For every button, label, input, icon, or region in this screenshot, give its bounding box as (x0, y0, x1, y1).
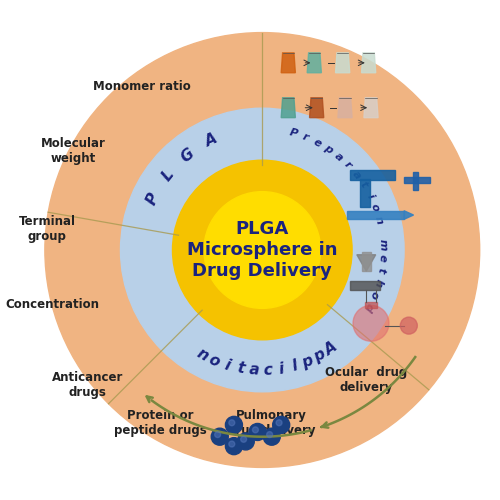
Circle shape (252, 427, 258, 433)
Text: p: p (322, 142, 334, 156)
Text: t: t (376, 267, 386, 274)
Text: Ocular  drug
delivery: Ocular drug delivery (325, 366, 407, 394)
Text: Terminal
group: Terminal group (18, 214, 76, 242)
Text: o: o (206, 352, 222, 370)
Text: L: L (159, 167, 176, 184)
Text: e: e (378, 254, 388, 262)
Polygon shape (364, 98, 378, 117)
Polygon shape (357, 254, 376, 272)
Polygon shape (338, 98, 352, 117)
Circle shape (172, 160, 352, 340)
Text: G: G (178, 146, 197, 165)
Circle shape (263, 428, 280, 445)
Text: A: A (322, 339, 340, 358)
Text: o: o (369, 202, 381, 213)
Polygon shape (404, 211, 413, 220)
Text: Anticancer
drugs: Anticancer drugs (52, 370, 123, 398)
Circle shape (249, 424, 266, 440)
Text: m: m (378, 239, 388, 251)
Circle shape (272, 416, 289, 434)
Bar (404, 177, 430, 183)
Text: r: r (301, 132, 310, 143)
Text: Monomer ratio: Monomer ratio (93, 80, 190, 94)
Circle shape (214, 432, 220, 438)
Circle shape (276, 420, 282, 426)
Circle shape (226, 438, 242, 454)
Bar (362, 252, 371, 272)
Circle shape (211, 428, 228, 445)
Text: a: a (332, 150, 344, 163)
Bar (366, 302, 376, 308)
Text: t: t (236, 360, 246, 376)
Bar (350, 170, 395, 180)
Text: p: p (312, 346, 328, 365)
Text: i: i (278, 361, 285, 377)
Circle shape (229, 441, 235, 447)
Text: Pulmonary
drug delivery: Pulmonary drug delivery (228, 408, 316, 436)
Bar (348, 211, 404, 220)
Circle shape (400, 317, 417, 334)
Text: t: t (358, 180, 370, 190)
Text: Protein or
peptide drugs: Protein or peptide drugs (114, 408, 207, 436)
Circle shape (237, 433, 254, 450)
Circle shape (353, 306, 389, 341)
Circle shape (120, 108, 404, 392)
Polygon shape (307, 53, 322, 73)
Text: p: p (300, 353, 316, 370)
Polygon shape (281, 98, 295, 117)
Text: Concentration: Concentration (5, 298, 99, 311)
Circle shape (240, 436, 246, 442)
Circle shape (204, 192, 320, 308)
Text: n: n (194, 345, 210, 364)
Circle shape (226, 416, 242, 434)
Text: i: i (222, 358, 232, 373)
Text: P: P (288, 128, 298, 140)
Text: A: A (203, 132, 220, 150)
Text: l: l (290, 358, 299, 374)
Polygon shape (362, 53, 376, 73)
Text: a: a (350, 168, 362, 181)
Text: n: n (373, 215, 385, 225)
Bar (350, 280, 380, 290)
Text: h: h (372, 278, 384, 288)
Text: PLGA
Microsphere in
Drug Delivery: PLGA Microsphere in Drug Delivery (187, 220, 338, 280)
Text: a: a (248, 362, 260, 378)
Circle shape (229, 420, 235, 426)
Circle shape (45, 32, 480, 468)
Text: P: P (144, 191, 162, 208)
Text: r: r (342, 160, 353, 170)
Text: o: o (368, 290, 380, 300)
Bar (412, 172, 418, 190)
Text: d: d (362, 300, 375, 312)
Text: Molecular
weight: Molecular weight (41, 136, 106, 164)
Polygon shape (310, 98, 324, 117)
Polygon shape (281, 53, 295, 73)
Circle shape (266, 432, 272, 438)
Polygon shape (336, 53, 349, 73)
Text: i: i (365, 192, 376, 200)
Bar (360, 179, 370, 208)
Text: e: e (312, 136, 323, 149)
Text: c: c (262, 362, 272, 378)
